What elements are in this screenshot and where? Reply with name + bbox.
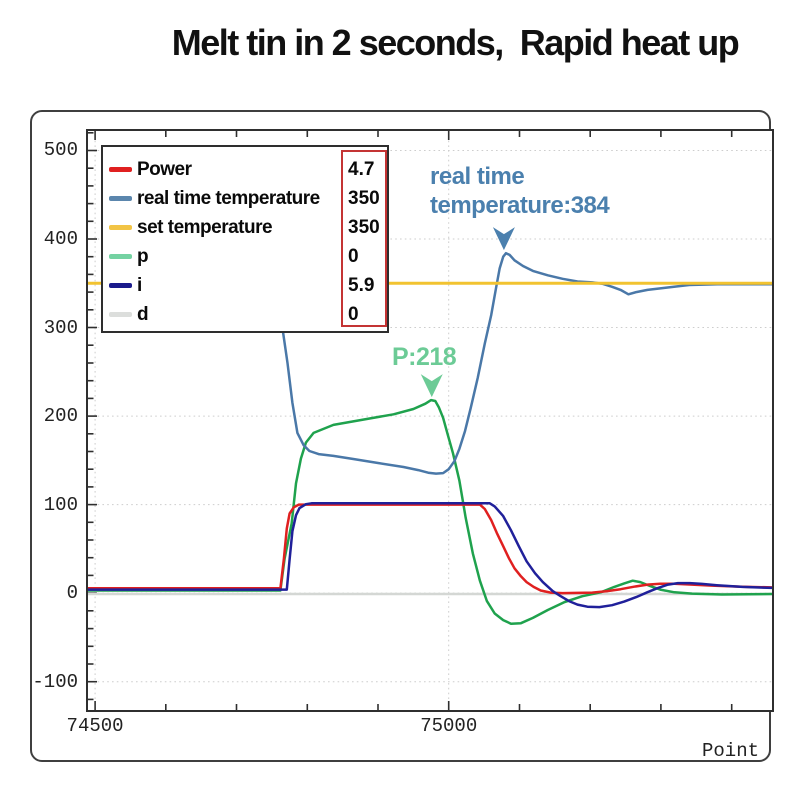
legend-item-Power: Power 4.7 xyxy=(103,155,387,184)
legend-item-real-time-temperature: real time temperature 350 xyxy=(103,184,387,213)
x-axis-title: Point xyxy=(701,740,759,762)
annotation-realtime-line2: temperature:384 xyxy=(430,192,610,219)
y-tick-label: 200 xyxy=(43,405,78,428)
y-tick-label: -100 xyxy=(32,670,78,693)
legend-label: d xyxy=(137,304,149,325)
legend-swatch-icon xyxy=(109,225,132,230)
legend-label: i xyxy=(137,275,142,296)
legend-swatch-icon xyxy=(109,196,132,201)
annotation-realtime-temperature: real time temperature:384 xyxy=(430,162,610,220)
x-tick-label: 74500 xyxy=(66,715,124,737)
legend-label: Power xyxy=(137,159,192,180)
y-tick-label: 0 xyxy=(66,582,78,605)
arrow-p-icon xyxy=(420,374,443,398)
legend-value: 5.9 xyxy=(348,275,375,296)
legend-swatch-icon xyxy=(109,283,132,288)
series-i xyxy=(88,502,772,609)
arrow-realtime-icon xyxy=(492,227,515,251)
annotation-realtime-line1: real time xyxy=(430,163,525,190)
annotation-p-peak: P:218 xyxy=(392,343,457,371)
legend-value-box xyxy=(341,150,387,327)
legend-value: 350 xyxy=(348,188,380,209)
legend-swatch-icon xyxy=(109,254,132,259)
page-title: Melt tin in 2 seconds, Rapid heat up xyxy=(171,22,740,63)
legend-swatch-icon xyxy=(109,312,132,317)
y-tick-label: 400 xyxy=(43,228,78,250)
series-Power xyxy=(88,503,772,595)
y-tick-label: 100 xyxy=(43,493,78,516)
x-tick-label: 75000 xyxy=(420,715,478,737)
legend-label: set temperature xyxy=(137,217,273,238)
legend-value: 350 xyxy=(348,217,380,238)
legend-value: 0 xyxy=(348,304,359,325)
series-real-time-temperature xyxy=(88,251,772,475)
legend-swatch-icon xyxy=(109,167,132,172)
series-p xyxy=(88,398,772,625)
legend-item-i: i 5.9 xyxy=(103,271,387,300)
chart-card: Power 4.7 real time temperature 350 set temp… xyxy=(30,110,774,762)
legend-label: real time temperature xyxy=(137,188,320,209)
legend-label: p xyxy=(137,246,149,267)
legend-item-set-temperature: set temperature 350 xyxy=(103,213,387,242)
legend-value: 4.7 xyxy=(348,159,375,180)
y-tick-label: 300 xyxy=(43,316,78,339)
legend-value: 0 xyxy=(348,246,359,267)
y-tick-label: 500 xyxy=(43,139,78,162)
chart-canvas xyxy=(88,131,772,710)
legend-box: Power 4.7 real time temperature 350 set temp… xyxy=(101,145,389,333)
